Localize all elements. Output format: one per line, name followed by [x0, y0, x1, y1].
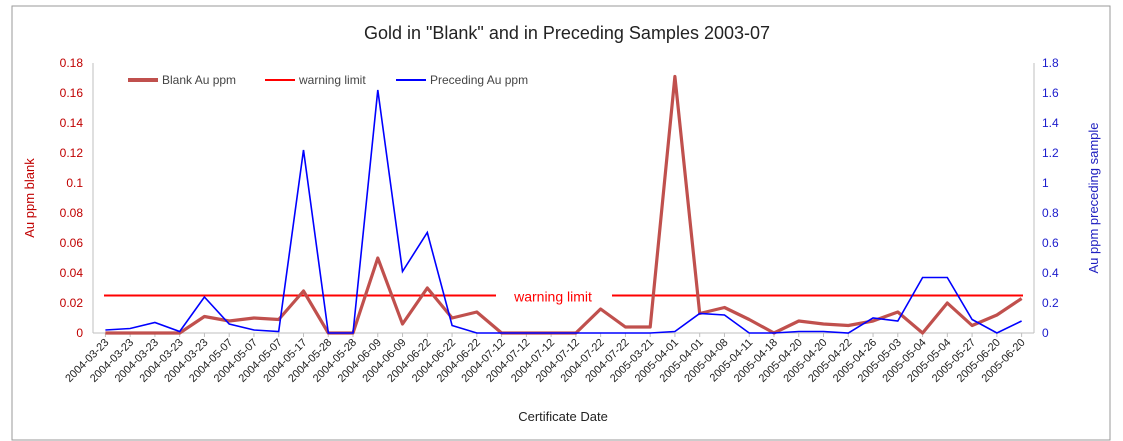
- y-left-tick-label: 0.02: [60, 296, 84, 310]
- y-axis-left-title: Au ppm blank: [22, 158, 37, 238]
- y-right-tick-label: 0: [1042, 326, 1049, 340]
- chart-frame: [11, 5, 1111, 441]
- y-right-tick-label: 0.2: [1042, 296, 1059, 310]
- y-left-tick-label: 0.08: [60, 206, 84, 220]
- right-axis-ticks: 0 0.2 0.4 0.6 0.8 1 1.2 1.4 1.6 1.8: [1042, 56, 1059, 340]
- legend-label-warning: warning limit: [298, 73, 366, 87]
- y-left-tick-label: 0.12: [60, 146, 84, 160]
- series-line-preceding-au: [105, 89, 1022, 334]
- y-right-tick-label: 1.6: [1042, 86, 1059, 100]
- y-right-tick-label: 0.8: [1042, 206, 1059, 220]
- y-right-tick-label: 1.2: [1042, 146, 1059, 160]
- x-axis-title: Certificate Date: [518, 409, 608, 424]
- legend-label-blank: Blank Au ppm: [162, 73, 236, 87]
- legend: Blank Au ppm warning limit Preceding Au …: [128, 73, 528, 87]
- y-right-tick-label: 0.6: [1042, 236, 1059, 250]
- y-left-tick-label: 0.16: [60, 86, 84, 100]
- y-left-tick-label: 0.1: [66, 176, 83, 190]
- y-right-tick-label: 1.8: [1042, 56, 1059, 70]
- legend-label-preceding: Preceding Au ppm: [430, 73, 528, 87]
- y-left-tick-label: 0.14: [60, 116, 84, 130]
- left-axis-ticks: 0 0.02 0.04 0.06 0.08 0.1 0.12 0.14 0.16 0.18: [60, 56, 84, 340]
- y-right-tick-label: 1.4: [1042, 116, 1059, 130]
- y-left-tick-label: 0: [76, 326, 83, 340]
- warning-limit-annotation: warning limit: [513, 289, 592, 305]
- y-left-tick-label: 0.18: [60, 56, 84, 70]
- y-right-tick-label: 1: [1042, 176, 1049, 190]
- y-left-tick-label: 0.04: [60, 266, 84, 280]
- y-left-tick-label: 0.06: [60, 236, 84, 250]
- y-axis-right-title: Au ppm preceding sample: [1086, 122, 1101, 273]
- series-layer: [105, 74, 1023, 335]
- chart-title: Gold in "Blank" and in Preceding Samples…: [364, 23, 770, 43]
- y-right-tick-label: 0.4: [1042, 266, 1059, 280]
